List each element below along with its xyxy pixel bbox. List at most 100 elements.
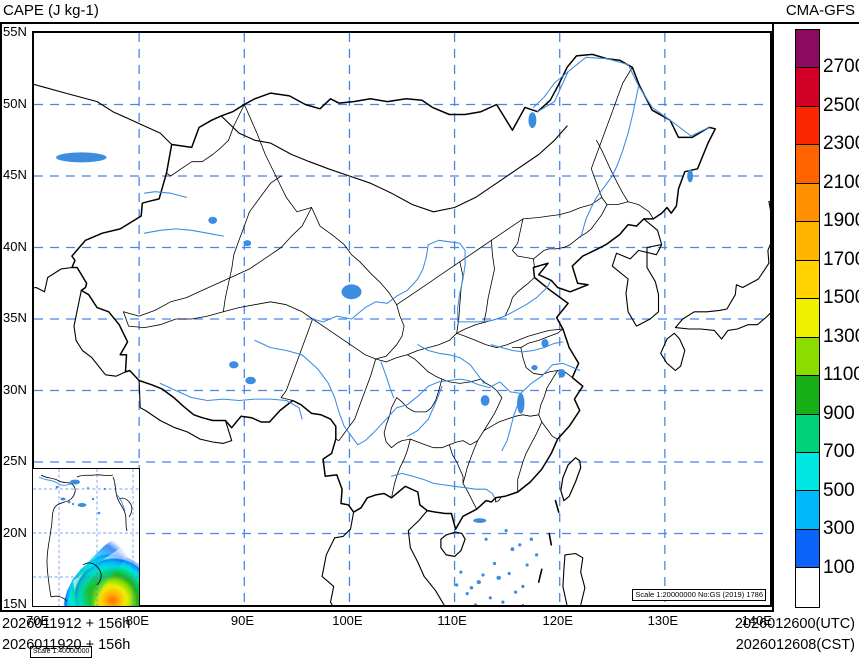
sea-island-dot-9 [535,553,539,557]
china-national-border [71,53,717,530]
lon-tick-100E: 100E [332,613,363,628]
chaohu-lake [531,365,538,371]
colorbar-tick-900: 900 [823,402,855,424]
map-clip [34,33,770,605]
han-river [417,344,485,384]
colorbar-segment-0-100 [796,568,819,607]
province-boundary-21 [406,354,482,384]
province-boundary-8 [335,358,377,441]
wu-river [406,385,443,437]
province-boundary-7 [123,301,377,360]
map-plot-area[interactable]: Scale 1:20000000 No:GS (2019) 1786 [32,31,772,607]
colorbar-segment-300-500 [796,491,819,530]
korea-peninsula [611,218,663,327]
sea-island-dot-13 [481,573,485,577]
colorbar-tick-2100: 2100 [823,171,859,193]
province-boundary-1 [243,104,312,213]
japan-kyushu-honshu [660,332,686,372]
south-sea-island-3 [476,580,481,585]
lon-tick-120E: 120E [542,613,573,628]
colorbar-segment-2300-2500 [796,106,819,146]
pakistan-afghan [34,266,73,293]
colorbar-segment-1700-1900 [796,222,819,261]
sea-island-dot-8 [459,570,463,574]
province-boundary-2 [123,207,312,317]
sea-island-dot-2 [525,563,529,567]
songhua-river [595,85,640,198]
inset-graphics [33,469,139,606]
colorbar-segment-2500-2700 [796,68,819,107]
lat-tick-20N: 20N [3,524,27,540]
province-boundary-34 [627,201,654,220]
south-sea-island-7 [529,537,533,541]
hainan-island [440,531,466,557]
huai-river [490,341,564,353]
province-boundary-24 [410,438,479,449]
colorbar-tick-1700: 1700 [823,248,859,270]
province-boundary-22 [396,378,443,413]
min-river [380,361,395,399]
ili-river [143,191,188,198]
sea-island-dot-14 [518,543,522,547]
lon-tick-140E: 140E [741,613,772,628]
dongting-lake [480,395,490,406]
south-sea-island-5 [521,584,525,589]
lat-tick-35N: 35N [3,310,27,325]
mongolia-inner [220,115,568,213]
province-boundary-10 [456,328,564,348]
heilongjiang-upper [532,71,569,108]
colorbar-tick-1300: 1300 [823,325,859,347]
colorbar-tick-300: 300 [823,518,855,540]
footer-valid-utc: 2026012600(UTC) [734,616,855,632]
province-boundary-5 [483,239,495,323]
province-boundary-35 [522,197,603,220]
right-rule [772,22,774,612]
india-west [73,289,127,377]
lat-tick-25N: 25N [3,453,27,468]
top-rule [0,22,859,24]
lat-tick-40N: 40N [3,238,27,254]
colorbar-segment-1500-1700 [796,260,819,300]
amur-river [537,56,710,137]
inset-map[interactable] [32,468,140,607]
liao-river [580,196,598,239]
japan-honshu-west [674,243,770,340]
province-boundary-31 [533,248,556,260]
lat-tick-30N: 30N [3,381,27,397]
colorbar-segment-1300-1500 [796,299,819,338]
colorbar-tick-100: 100 [823,556,855,578]
colorbar-segment-2700+ [796,30,819,69]
balkhash-lake [56,152,107,163]
footer-valid-cst: 2026012608(CST) [735,637,855,653]
colorbar-tick-2500: 2500 [823,94,859,116]
inset-rivers [38,476,126,512]
pearl-river [390,472,496,499]
south-sea-island-4 [469,586,474,590]
bottom-rule [0,610,774,612]
footer-init-utc: 2026011912 + 156h [2,616,131,632]
yarlung-tsangpo [159,382,303,420]
province-boundary-28 [280,318,313,401]
map-graphics [34,33,770,605]
se-asia-indochina [321,510,445,605]
south-sea-island-6 [510,547,515,552]
left-rule [0,22,2,612]
colorbar-tick-1100: 1100 [823,364,859,386]
province-boundary-29 [166,104,245,177]
colorbar-tick-700: 700 [823,441,855,463]
lat-tick-15N: 15N [3,596,27,611]
xinjiang-tarim [143,228,224,237]
colorbar-tick-1900: 1900 [823,210,859,232]
lon-tick-130E: 130E [647,613,679,628]
lat-tick-55N: 55N [3,24,27,39]
hongze-lake [541,339,549,348]
nam-co-lake [245,376,256,385]
sea-island-dot-11 [504,529,508,533]
province-boundary-25 [391,438,411,499]
sea-island-dot-4 [474,603,478,605]
lon-tick-110E: 110E [437,613,467,628]
colorbar[interactable] [795,29,820,608]
province-boundary-9 [375,304,405,360]
taiwan-island [560,457,582,502]
